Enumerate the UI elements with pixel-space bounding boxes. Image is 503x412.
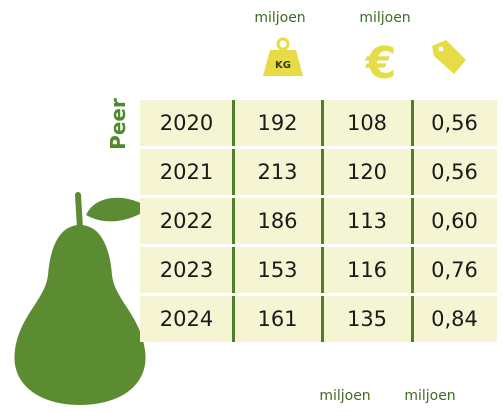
table-cell: 2021 — [140, 149, 233, 195]
table-cell: 2020 — [140, 100, 233, 146]
table-cell: 120 — [322, 149, 412, 195]
column-divider — [411, 247, 414, 293]
table-cell: 2022 — [140, 198, 233, 244]
table-cell: 2023 — [140, 247, 233, 293]
table-cell: 186 — [233, 198, 322, 244]
column-divider — [321, 100, 324, 146]
table-cell: 116 — [322, 247, 412, 293]
weight-icon: KG — [263, 39, 303, 76]
unit-label: miljoen — [404, 388, 455, 404]
table-cell: 0,56 — [412, 149, 497, 195]
column-divider — [321, 296, 324, 342]
page: miljoen miljoen KG € Peer 20201921080,56… — [0, 0, 503, 412]
column-divider — [411, 198, 414, 244]
column-divider — [232, 296, 235, 342]
column-divider — [232, 198, 235, 244]
column-divider — [232, 247, 235, 293]
table-cell: 2024 — [140, 296, 233, 342]
tag-icon — [432, 40, 466, 74]
table-cell: 135 — [322, 296, 412, 342]
unit-label: miljoen — [319, 388, 370, 404]
column-divider — [411, 296, 414, 342]
pear-illustration — [14, 195, 150, 405]
column-divider — [232, 149, 235, 195]
table-cell: 0,76 — [412, 247, 497, 293]
column-divider — [321, 149, 324, 195]
table-cell: 153 — [233, 247, 322, 293]
column-divider — [411, 149, 414, 195]
table-cell: 0,56 — [412, 100, 497, 146]
column-divider — [321, 247, 324, 293]
table-cell: 213 — [233, 149, 322, 195]
euro-icon: € — [365, 38, 397, 89]
table-cell: 0,60 — [412, 198, 497, 244]
table-cell: 0,84 — [412, 296, 497, 342]
column-divider — [411, 100, 414, 146]
table-cell: 113 — [322, 198, 412, 244]
row-group-label: Peer — [106, 94, 130, 154]
column-divider — [232, 100, 235, 146]
svg-text:KG: KG — [275, 60, 291, 71]
table-cell: 192 — [233, 100, 322, 146]
table-cell: 161 — [233, 296, 322, 342]
table-cell: 108 — [322, 100, 412, 146]
column-divider — [321, 198, 324, 244]
